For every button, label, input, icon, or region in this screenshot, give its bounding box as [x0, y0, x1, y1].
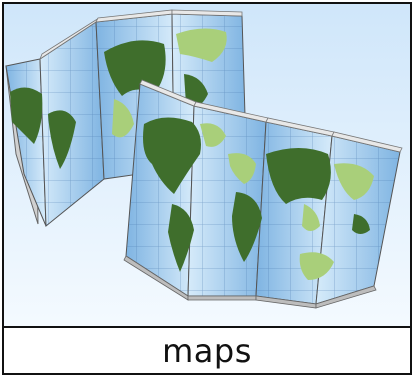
- flashcard: maps: [2, 2, 412, 375]
- front-map: [123, 79, 403, 309]
- card-caption: maps: [162, 331, 252, 370]
- caption-divider: [4, 326, 410, 328]
- folded-world-map-icon: [4, 4, 410, 326]
